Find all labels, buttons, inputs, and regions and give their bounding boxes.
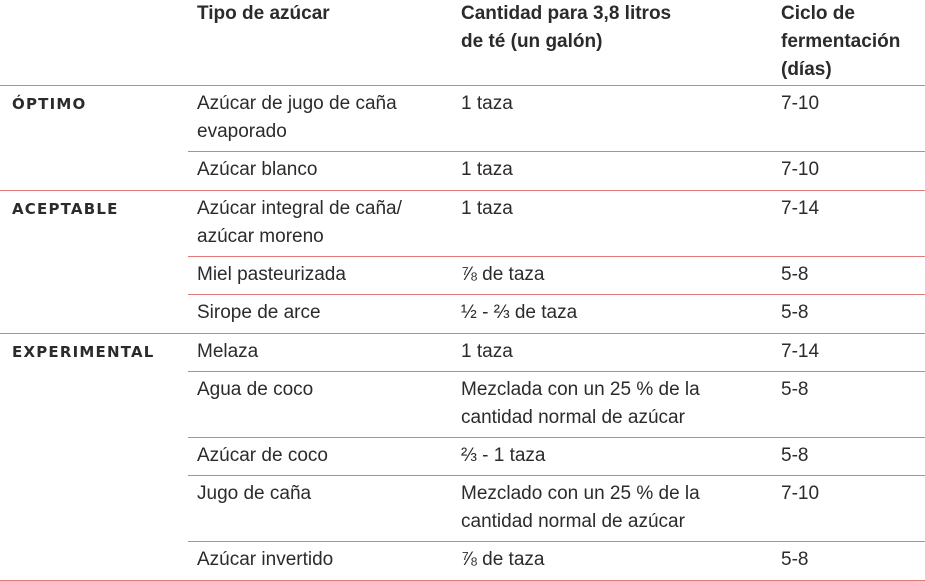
cell-quantity: Mezclada con un 25 % de la cantidad norma… (461, 376, 761, 432)
cell-sugar-type: Azúcar de coco (197, 442, 447, 470)
cell-sugar-type-line: Agua de coco (197, 379, 314, 400)
cell-sugar-type: Jugo de caña (197, 480, 447, 508)
cell-sugar-type-line: Azúcar de jugo de caña (197, 93, 397, 114)
group-label: ÓPTIMO (12, 95, 87, 113)
cell-quantity: ⅔ - 1 taza (461, 442, 761, 470)
cell-quantity: Mezclado con un 25 % de la cantidad norma… (461, 480, 761, 536)
cell-fermentation-cycle: 5-8 (781, 445, 809, 466)
header-cycle-line-1: Ciclo de (781, 3, 855, 24)
cell-quantity-line: ⅞ de taza (461, 549, 545, 570)
table-row: Melaza 1 taza 7-14 (188, 334, 925, 372)
cell-fermentation-cycle: 7-14 (781, 341, 820, 362)
cell-fermentation-cycle: 5-8 (781, 264, 809, 285)
group-aceptable: ACEPTABLE Azúcar integral de caña/azúcar … (0, 191, 925, 334)
group-label: ACEPTABLE (12, 200, 119, 218)
cell-sugar-type: Azúcar de jugo de caña evaporado (197, 90, 447, 146)
cell-fermentation-cycle: 7-14 (781, 198, 820, 219)
header-cycle-line-2: fermentación (781, 31, 901, 52)
cell-sugar-type-line: azúcar moreno (197, 226, 324, 247)
cell-sugar-type-line: evaporado (197, 121, 287, 142)
cell-quantity-line: Mezclada con un 25 % de la (461, 379, 700, 400)
cell-sugar-type: Azúcar blanco (197, 156, 447, 184)
cell-quantity-line: cantidad normal de azúcar (461, 407, 685, 428)
header-sugar-type: Tipo de azúcar (197, 0, 447, 28)
group-experimental: EXPERIMENTAL Melaza 1 taza 7-14 Agua de coco… (0, 334, 925, 581)
table-row: Azúcar de jugo de caña evaporado 1 taza 7-1… (188, 86, 925, 152)
header-fermentation-cycle: Ciclo de fermentación (días) (781, 0, 921, 84)
cell-sugar-type: Agua de coco (197, 376, 447, 404)
cell-quantity: ⅞ de taza (461, 546, 761, 574)
cell-sugar-type-line: Azúcar invertido (197, 549, 334, 570)
cell-sugar-type-line: Azúcar integral de caña/ (197, 198, 402, 219)
header-quantity-line-2: de té (un galón) (461, 31, 603, 52)
header-cycle-line-3: (días) (781, 59, 832, 80)
table-row: Azúcar integral de caña/azúcar moreno 1 t… (188, 191, 925, 257)
cell-sugar-type-line: Azúcar blanco (197, 159, 318, 180)
table-row: Jugo de caña Mezclado con un 25 % de la ca… (188, 476, 925, 542)
table-row: Agua de coco Mezclada con un 25 % de la ca… (188, 372, 925, 438)
cell-quantity-line: ⅔ - 1 taza (461, 445, 546, 466)
cell-quantity: 1 taza (461, 90, 761, 118)
header-quantity-line-1: Cantidad para 3,8 litros (461, 3, 672, 24)
cell-fermentation-cycle: 5-8 (781, 379, 809, 400)
header-quantity: Cantidad para 3,8 litros de té (un galón… (461, 0, 721, 56)
cell-quantity-line: 1 taza (461, 93, 513, 114)
cell-fermentation-cycle: 7-10 (781, 93, 820, 114)
table-header: Tipo de azúcar Cantidad para 3,8 litros … (0, 0, 925, 86)
cell-fermentation-cycle: 7-10 (781, 159, 820, 180)
cell-quantity-line: 1 taza (461, 341, 513, 362)
group-optimo: ÓPTIMO Azúcar de jugo de caña evaporado 1 t… (0, 86, 925, 191)
cell-quantity-line: 1 taza (461, 159, 513, 180)
cell-quantity-line: Mezclado con un 25 % de la (461, 483, 700, 504)
cell-sugar-type-line: Sirope de arce (197, 302, 321, 323)
table-row: Azúcar invertido ⅞ de taza 5-8 (188, 542, 925, 580)
header-sugar-type-text: Tipo de azúcar (197, 3, 330, 24)
table-row: Sirope de arce ½ - ⅔ de taza 5-8 (188, 295, 925, 333)
group-label: EXPERIMENTAL (12, 343, 155, 361)
cell-quantity: ½ - ⅔ de taza (461, 299, 761, 327)
cell-quantity: ⅞ de taza (461, 261, 761, 289)
cell-sugar-type-line: Miel pasteurizada (197, 264, 346, 285)
cell-quantity: 1 taza (461, 338, 761, 366)
cell-sugar-type: Azúcar invertido (197, 546, 447, 574)
cell-quantity-line: cantidad normal de azúcar (461, 511, 685, 532)
table-row: Azúcar blanco 1 taza 7-10 (188, 152, 925, 190)
cell-quantity-line: ½ - ⅔ de taza (461, 302, 578, 323)
cell-fermentation-cycle: 7-10 (781, 483, 820, 504)
cell-fermentation-cycle: 5-8 (781, 302, 809, 323)
cell-sugar-type: Sirope de arce (197, 299, 447, 327)
cell-quantity: 1 taza (461, 195, 761, 223)
table-row: Miel pasteurizada ⅞ de taza 5-8 (188, 257, 925, 295)
cell-sugar-type: Miel pasteurizada (197, 261, 447, 289)
cell-sugar-type: Melaza (197, 338, 447, 366)
table-body: ÓPTIMO Azúcar de jugo de caña evaporado 1 t… (0, 86, 925, 581)
cell-sugar-type-line: Azúcar de coco (197, 445, 328, 466)
table-row: Azúcar de coco ⅔ - 1 taza 5-8 (188, 438, 925, 476)
cell-quantity-line: 1 taza (461, 198, 513, 219)
cell-quantity: 1 taza (461, 156, 761, 184)
cell-sugar-type: Azúcar integral de caña/azúcar moreno (197, 195, 447, 251)
cell-quantity-line: ⅞ de taza (461, 264, 545, 285)
cell-sugar-type-line: Jugo de caña (197, 483, 312, 504)
cell-fermentation-cycle: 5-8 (781, 549, 809, 570)
cell-sugar-type-line: Melaza (197, 341, 259, 362)
